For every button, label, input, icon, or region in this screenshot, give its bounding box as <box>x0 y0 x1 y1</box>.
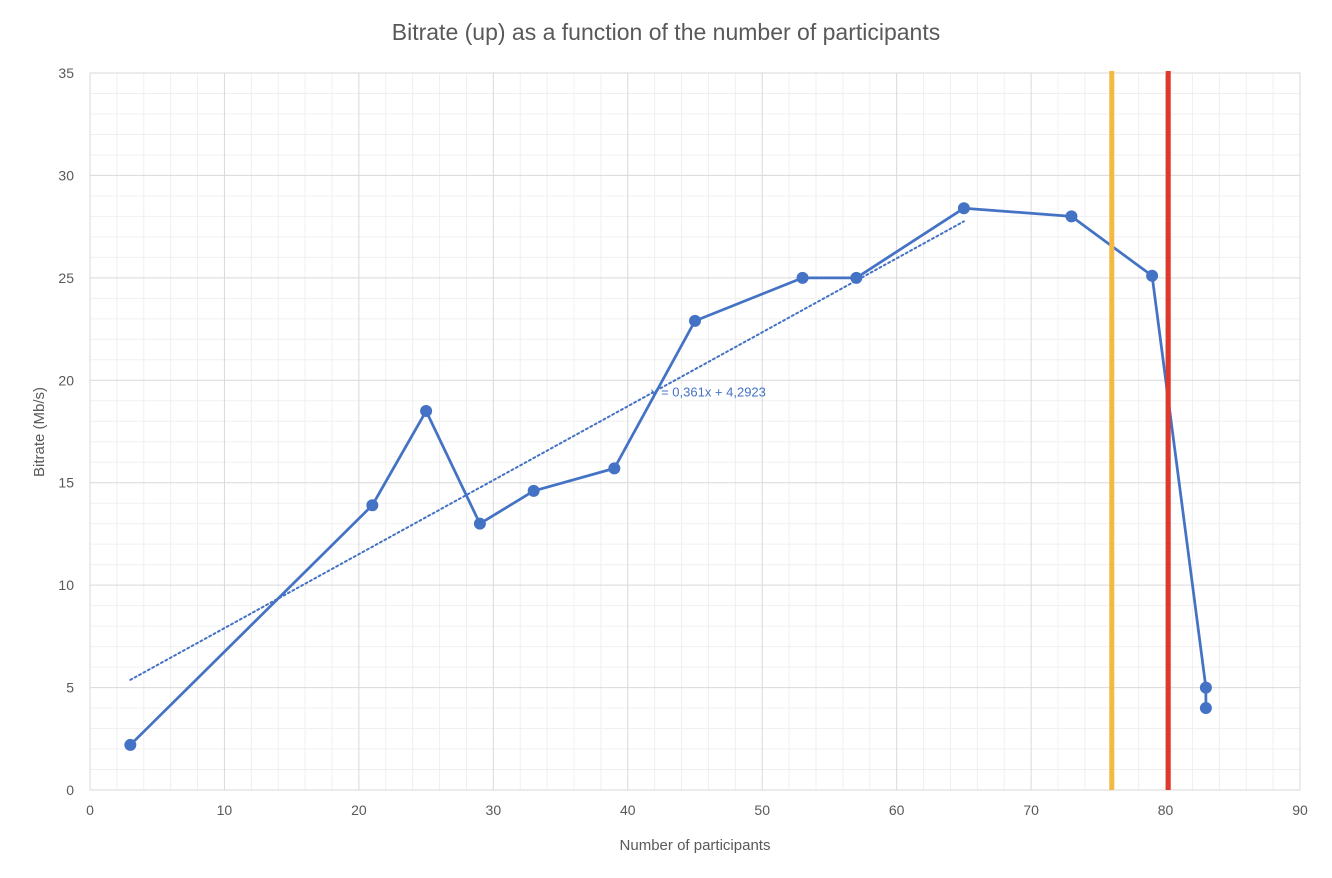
x-tick-label: 70 <box>1023 802 1039 818</box>
data-point <box>796 271 809 284</box>
y-tick-label: 25 <box>58 270 74 286</box>
x-axis-label: Number of participants <box>620 837 771 854</box>
data-point <box>420 405 433 418</box>
series-group <box>124 202 1212 751</box>
data-point <box>957 202 970 215</box>
x-tick-label: 40 <box>620 802 636 818</box>
x-tick-label: 90 <box>1292 802 1308 818</box>
y-tick-label: 0 <box>66 782 74 798</box>
data-point <box>1199 702 1212 715</box>
data-point <box>608 462 621 475</box>
data-point <box>527 484 540 497</box>
data-point <box>124 738 137 751</box>
data-point <box>1199 681 1212 694</box>
plot-border <box>89 72 1301 791</box>
x-tick-label: 10 <box>217 802 233 818</box>
data-point <box>689 314 701 327</box>
data-point <box>366 499 379 512</box>
y-tick-label: 5 <box>66 680 74 696</box>
plot-frame <box>89 72 1301 791</box>
x-tick-label: 30 <box>486 802 502 818</box>
major-gridlines <box>89 72 1301 791</box>
minor-gridlines <box>90 73 1300 790</box>
y-axis-ticks: 0 5 10 15 20 25 30 35 <box>58 65 74 798</box>
y-tick-label: 10 <box>58 577 74 593</box>
trendline <box>129 220 965 681</box>
y-tick-label: 20 <box>58 372 74 388</box>
data-point <box>473 517 486 530</box>
x-tick-label: 20 <box>351 802 367 818</box>
x-tick-label: 60 <box>889 802 905 818</box>
data-point <box>1065 210 1078 223</box>
chart-title: Bitrate (up) as a function of the number… <box>392 19 940 45</box>
data-point <box>850 271 863 284</box>
series-line <box>129 206 1208 746</box>
x-axis-ticks: 0 10 20 30 40 50 60 70 80 90 <box>86 802 1308 818</box>
x-tick-label: 80 <box>1158 802 1174 818</box>
data-point <box>1146 269 1159 282</box>
trendline-group: y = 0,361x + 4,2923 <box>129 220 965 681</box>
vertical-lines-group <box>1109 71 1171 790</box>
y-tick-label: 15 <box>58 475 74 491</box>
trendline-equation: y = 0,361x + 4,2923 <box>651 385 766 400</box>
y-axis-label: Bitrate (Mb/s) <box>31 387 48 477</box>
y-tick-label: 30 <box>58 167 74 183</box>
x-tick-label: 50 <box>754 802 770 818</box>
x-tick-label: 0 <box>86 802 94 818</box>
y-tick-label: 35 <box>58 65 74 81</box>
